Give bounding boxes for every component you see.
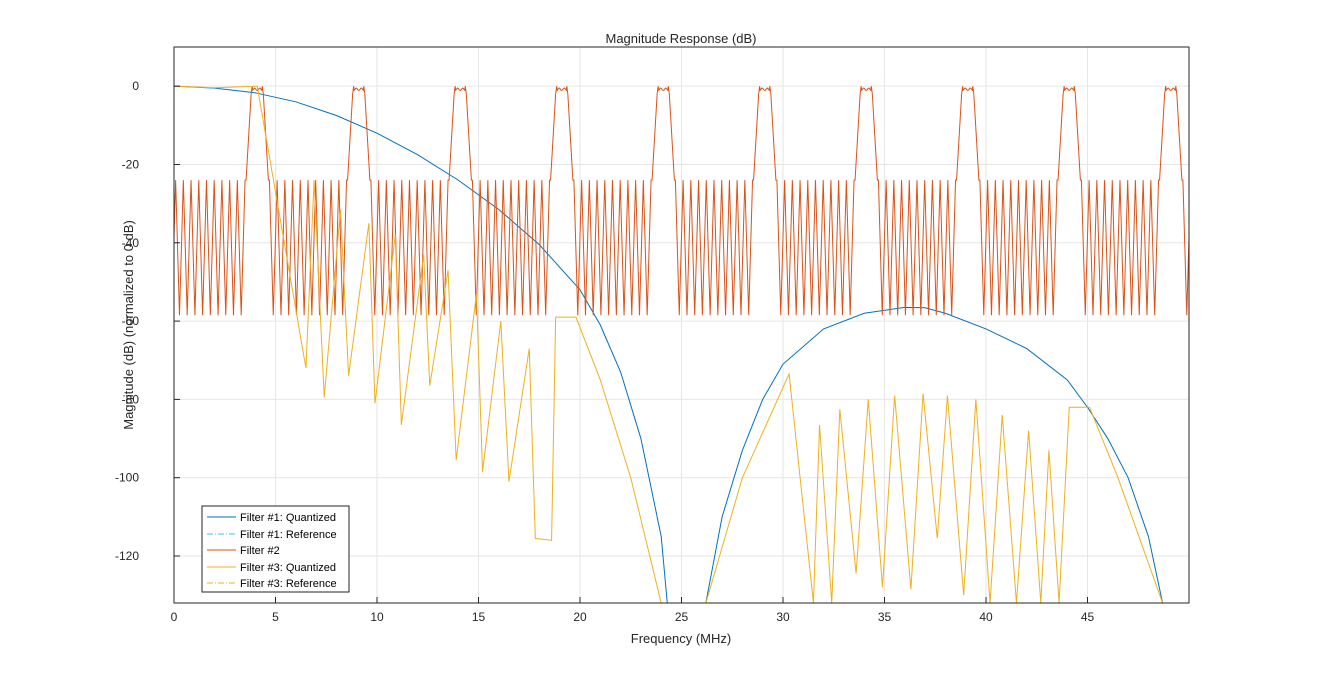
x-tick-label: 5: [272, 610, 279, 624]
x-axis-label: Frequency (MHz): [631, 631, 731, 646]
x-tick-label: 30: [776, 610, 790, 624]
x-tick-label: 20: [573, 610, 587, 624]
legend-label-filter3-reference: Filter #3: Reference: [240, 578, 337, 590]
x-tick-label: 45: [1081, 610, 1095, 624]
series-layer: [174, 85, 1189, 603]
series-filter3-quantized: [174, 85, 1164, 603]
x-tick-label: 40: [979, 610, 993, 624]
x-axis-ticks: 0 5 10 15 20 25 30 35 40 45: [171, 597, 1095, 624]
y-tick-label: 0: [132, 79, 139, 93]
y-axis-ticks: 0 -20 -40 -60 -80 -100 -120: [115, 79, 180, 563]
legend-label-filter3-quantized: Filter #3: Quantized: [240, 562, 336, 574]
legend-label-filter1-reference: Filter #1: Reference: [240, 529, 337, 541]
y-tick-label: -100: [115, 471, 139, 485]
y-tick-label: -40: [122, 236, 140, 250]
y-axis-label: Magnitude (dB) (normalized to 0 dB): [121, 220, 136, 430]
y-tick-label: -80: [122, 392, 140, 406]
series-filter2: [174, 86, 1189, 316]
legend-label-filter2: Filter #2: [240, 545, 280, 557]
x-tick-label: 0: [171, 610, 178, 624]
y-tick-label: -60: [122, 314, 140, 328]
x-tick-label: 10: [370, 610, 384, 624]
chart-title: Magnitude Response (dB): [605, 31, 756, 46]
x-tick-label: 35: [878, 610, 892, 624]
legend: Filter #1: Quantized Filter #1: Referenc…: [201, 505, 350, 593]
x-tick-label: 15: [472, 610, 486, 624]
series-filter1-quantized: [174, 85, 1164, 603]
y-tick-label: -120: [115, 549, 139, 563]
legend-box: [201, 505, 350, 593]
x-tick-label: 25: [675, 610, 689, 624]
y-tick-label: -20: [122, 157, 140, 171]
legend-label-filter1-quantized: Filter #1: Quantized: [240, 512, 336, 524]
